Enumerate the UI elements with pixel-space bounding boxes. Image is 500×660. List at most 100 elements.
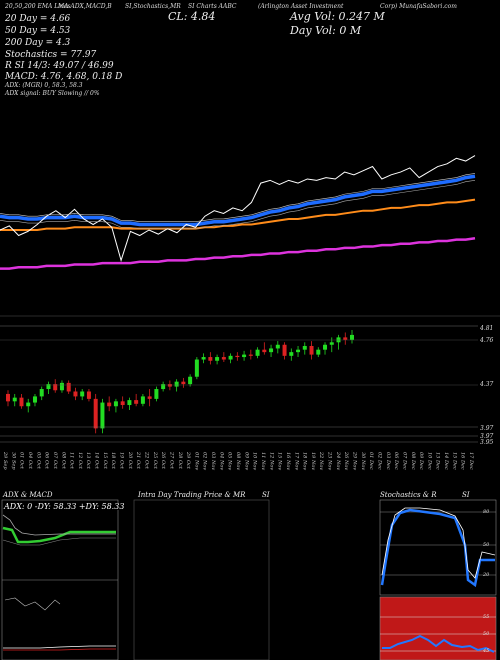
candle-body [26,402,31,407]
date-tick-label: 18 Nov [302,452,308,470]
candle-body [262,349,267,353]
main-chart: 29 Sep 30 Sep 01 Oct 04 Oct 05 Oct 06 Oct 07 O… [0,155,500,470]
date-tick-label: 07 Dec [401,452,407,470]
ema200-line [0,237,476,270]
date-tick-label: 09 Nov [243,452,249,470]
mr-panel-frame [133,499,270,660]
date-tick-label: 02 Nov [202,452,208,470]
date-tick-label: 04 Nov [218,452,224,470]
date-tick-label: 13 Oct [85,452,91,470]
price-grid-group [0,315,500,443]
close-readout: CL: 4.84 [168,10,216,23]
ema200-readout: 200 Day = 4.3 [5,38,71,48]
candle-body [194,359,199,377]
candle-body [242,354,247,358]
candle-body [127,400,132,406]
ema50-readout: 50 Day = 4.53 [5,26,71,36]
date-tick-label: 26 Oct [160,451,166,470]
price-label-5: 3.97 [480,433,494,440]
candle-body [120,401,125,406]
rsi-level-50: 50 [483,631,490,637]
price-label-top: 4.81 [480,325,494,332]
candle-body [53,384,58,391]
date-tick-label: 22 Oct [143,451,149,470]
candle-body [39,389,44,397]
candle-body [66,382,71,392]
stoch-k-line [380,508,495,588]
date-tick-label: 15 Nov [277,452,283,470]
date-tick-label: 06 Oct [44,452,50,470]
date-tick-label: 29 Sep [2,451,8,470]
candle-body [181,381,186,385]
date-tick-label: 20 Oct [127,451,133,470]
candle-body [316,349,321,355]
adx-di-line [2,514,116,536]
date-tick-label: 14 Dec [443,452,449,470]
date-tick-label: 11 Nov [260,452,266,470]
candle-body [201,357,206,360]
stoch-level-50: 50 [483,542,490,548]
mr-panel-si: SI [262,491,270,499]
candle-body [73,391,78,397]
date-tick-label: 01 Oct [19,452,25,470]
candle-body [282,344,287,356]
date-tick-label: 17 Nov [293,452,299,470]
adx-panel-readout: ADX: 0 -DY: 58.33 +DY: 58.33 [4,502,125,511]
stoch-level-80: 80 [483,509,490,515]
candle-body [188,376,193,385]
candle-body [248,354,253,356]
ema-thin-line-2 [0,173,476,223]
candle-body [107,402,112,407]
candle-body [289,352,294,356]
adx-signal-line [2,537,116,546]
ema20-readout: 20 Day = 4.66 [5,14,71,24]
date-tick-label: 01 Nov [193,452,199,470]
avg-volume-readout: Avg Vol: 0.247 M [290,10,385,23]
candle-body [296,349,301,353]
candle-body [93,398,98,429]
date-tick-label: 28 Oct [177,451,183,470]
date-tick-label: 21 Oct [135,451,141,470]
date-tick-label: 22 Nov [318,451,324,470]
rsi-level-45: 45 [483,648,490,654]
candle-body [208,357,213,361]
stochastics-readout: Stochastics = 77.97 [5,50,97,60]
candle-body [343,337,348,340]
candle-body [275,344,280,349]
date-tick-label: 09 Dec [418,452,424,470]
candlesticks-group [6,330,354,434]
date-tick-label: 05 Nov [227,452,233,470]
candle-body [302,345,307,350]
ema-thin-line-1 [0,180,476,229]
date-tick-label: 08 Dec [410,452,416,470]
candle-body [174,381,179,387]
date-tick-label: 08 Nov [235,452,241,470]
rsi-line [382,634,495,653]
candle-body [221,357,226,360]
candle-body [228,355,233,360]
candle-body [154,389,159,399]
date-tick-label: 18 Oct [110,452,116,470]
macd-signal-line [3,648,116,651]
date-tick-label: 12 Oct [77,452,83,470]
date-tick-label: 12 Nov [268,452,274,470]
candle-body [167,384,172,387]
candle-body [215,357,220,361]
candle-body [161,384,166,390]
date-tick-label: 30 Sep [10,452,16,470]
stoch-panel-title: Stochastics & R [380,491,437,499]
header-title-4: SI Charts AABC [188,3,237,10]
macd-readout: MACD: 4.76, 4.68, 0.18 D [5,72,123,82]
date-tick-label: 19 Nov [310,452,316,470]
date-tick-label: 01 Dec [368,452,374,470]
date-tick-label: 19 Oct [119,452,125,470]
date-tick-label: 03 Nov [210,452,216,470]
date-tick-label: 25 Oct [152,451,158,470]
adx-panel-title: ADX & MACD [3,491,53,499]
date-tick-label: 16 Nov [285,452,291,470]
date-tick-label: 29 Oct [185,451,191,470]
candle-body [134,400,139,404]
date-tick-label: 04 Oct [27,452,33,470]
date-tick-label: 03 Dec [385,452,391,470]
date-tick-label: 08 Oct [60,452,66,470]
